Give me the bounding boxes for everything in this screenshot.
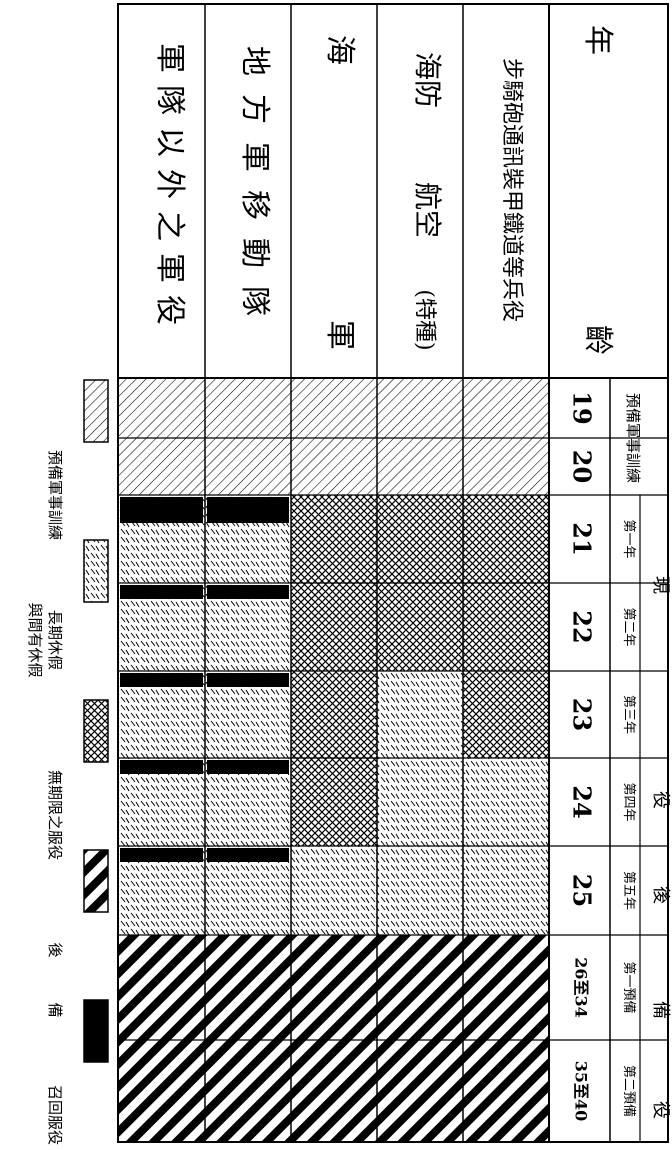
group-header-reserve-mid: 備 [650, 1001, 671, 1019]
sub-header: 第四年 [621, 782, 636, 821]
table-cell [463, 495, 549, 583]
table-cell [205, 1040, 291, 1142]
age-labels: 19 20 21 22 23 24 25 26至34 35至40 [568, 391, 597, 1121]
row-label-2: 海防 [411, 52, 444, 108]
table-cell [205, 378, 291, 438]
legend-swatch [83, 539, 109, 603]
recall-band [207, 673, 289, 687]
table-cell [377, 495, 463, 583]
table-cell [463, 583, 549, 671]
table-cell [291, 378, 377, 438]
table-cell [205, 438, 291, 495]
legend-swatch [83, 699, 109, 763]
age-label: 35至40 [572, 1061, 591, 1122]
group-header-active-mid: 役 [650, 791, 671, 809]
table-cell [377, 758, 463, 846]
age-label: 21 [568, 522, 597, 555]
table-cells [118, 378, 549, 1142]
table-cell [463, 935, 549, 1040]
table-cell [377, 671, 463, 758]
sub-header: 第二預備 [621, 1065, 637, 1117]
age-label: 19 [568, 391, 597, 424]
sub-header: 第五年 [621, 871, 636, 910]
legend-swatch [83, 379, 109, 443]
table-cell [377, 438, 463, 495]
legend-label: 後 [46, 942, 64, 957]
sub-header: 第三年 [621, 695, 636, 734]
table-cell [291, 438, 377, 495]
row-label-1: 步騎砲通訊裝甲鐵道等兵役 [499, 58, 524, 322]
table-cell [463, 671, 549, 758]
recall-band [120, 673, 203, 687]
table-cell [463, 378, 549, 438]
recall-band [207, 497, 289, 523]
row-label-5: 軍隊以外之軍役 [152, 43, 187, 337]
legend-label: 無期限之服役 [46, 770, 64, 860]
recall-band [120, 585, 203, 599]
group-header-reserve-end: 役 [650, 1101, 671, 1119]
recall-band [120, 497, 203, 523]
age-label: 26至34 [572, 957, 591, 1018]
legend-swatch [83, 999, 109, 1063]
row-label-3: 海 [322, 35, 357, 65]
recall-band [207, 760, 289, 774]
legend-label: 預備軍事訓練 [46, 450, 64, 540]
legend-label: 備 [46, 1002, 64, 1017]
table-cell [377, 1040, 463, 1142]
table-cell [463, 1040, 549, 1142]
table-cell [377, 846, 463, 935]
age-label: 24 [568, 785, 597, 818]
legend-label: 與間有休假 [26, 602, 44, 677]
column-headers: 預備軍事訓練 現 役 後 備 役 [624, 393, 671, 1119]
legend-swatch [83, 849, 109, 913]
corner-label: 年 [580, 25, 615, 55]
legend-label: 召回服役 [46, 1085, 64, 1145]
recall-band [120, 760, 203, 774]
table-cell [463, 846, 549, 935]
table-cell [291, 935, 377, 1040]
age-header-label: 齡 [580, 325, 615, 355]
table-cell [118, 438, 205, 495]
row-label-4: 地方軍移動隊 [237, 46, 272, 334]
age-label: 22 [568, 610, 597, 643]
sub-header: 第一預備 [621, 961, 637, 1013]
sub-header: 第二年 [621, 607, 636, 646]
table-cell [118, 378, 205, 438]
recall-band [207, 585, 289, 599]
table-cell [463, 758, 549, 846]
table-grid [118, 4, 668, 1142]
table-cell [118, 935, 205, 1040]
table-cell [291, 671, 377, 758]
age-label: 25 [568, 874, 597, 907]
recall-band [207, 848, 289, 862]
group-header-reserve: 後 [650, 886, 671, 904]
group-header-active: 現 [650, 576, 671, 594]
table-cell [205, 935, 291, 1040]
group-header-pre: 預備軍事訓練 [624, 393, 642, 483]
table-cell [377, 935, 463, 1040]
table-cell [377, 378, 463, 438]
table-cell [377, 583, 463, 671]
row-label-3-sub: 軍 [322, 320, 357, 350]
age-label: 20 [568, 450, 597, 483]
recall-band [120, 848, 203, 862]
legend-label: 長期休假 [46, 610, 64, 670]
sub-header: 第一年 [621, 519, 636, 558]
table-cell [291, 495, 377, 583]
table-cell [291, 583, 377, 671]
age-label: 23 [568, 698, 597, 731]
table-cell [291, 846, 377, 935]
table-cell [291, 1040, 377, 1142]
table-cell [291, 758, 377, 846]
row-label-2-sub: 航空 [411, 182, 444, 238]
row-labels: 年 齡 步騎砲通訊裝甲鐵道等兵役 海防 航空 (特種) 海 軍 地方軍移動隊 軍… [152, 25, 615, 355]
row-label-2-note: (特種) [412, 289, 437, 350]
table-cell [463, 438, 549, 495]
table-cell [118, 1040, 205, 1142]
